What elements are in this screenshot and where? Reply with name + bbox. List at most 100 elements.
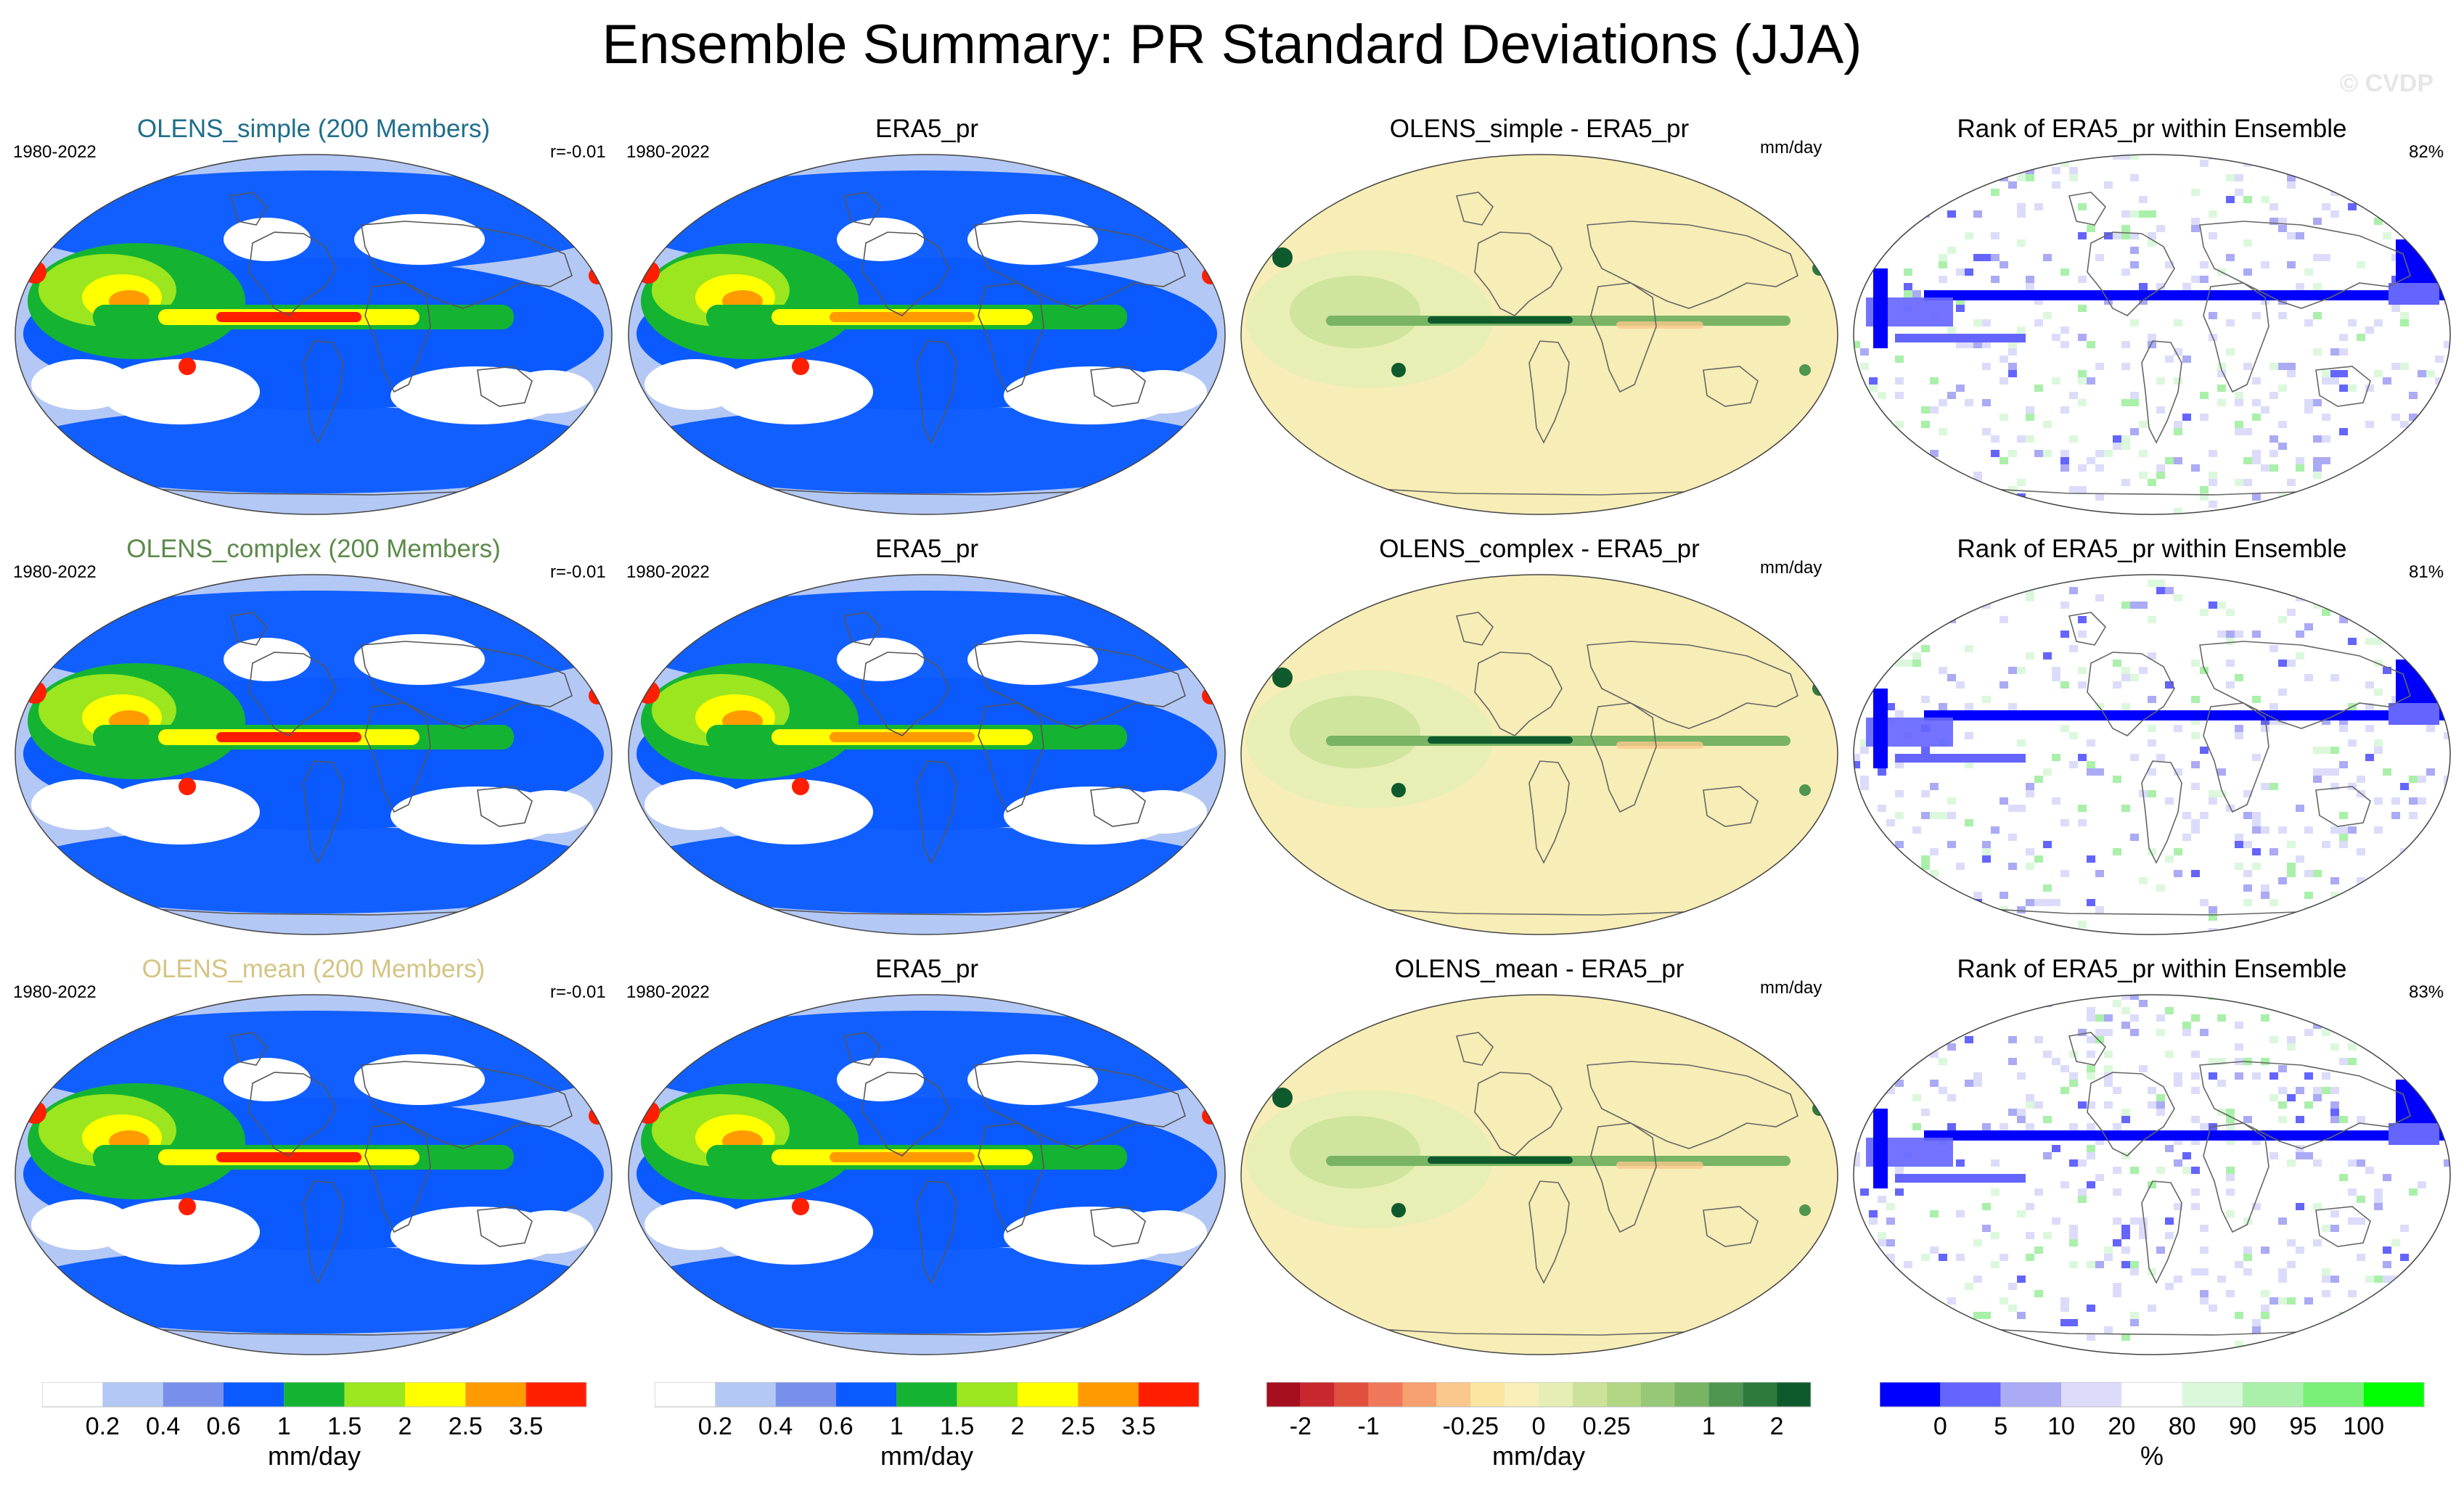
- colorbar-tick-label: 1.5: [940, 1413, 974, 1440]
- dry-zone: [644, 779, 746, 830]
- colorbar-units: mm/day: [268, 1441, 361, 1471]
- map-field: [15, 575, 612, 935]
- colorbar-swatch: [775, 1382, 836, 1407]
- coastline: [1587, 1061, 1798, 1149]
- coastline: [361, 221, 573, 309]
- dry-zone: [31, 1199, 133, 1250]
- colorbar-tick-label: 0.6: [819, 1413, 853, 1440]
- map-field: [629, 155, 1225, 514]
- colorbar-tick-label: 2: [1011, 1413, 1025, 1440]
- coastline: [916, 760, 957, 864]
- map-r1-c1: [15, 154, 613, 515]
- coastline: [1528, 1180, 1570, 1284]
- coastline: [861, 652, 950, 736]
- coastline: [916, 1180, 957, 1284]
- pattern-correlation: r=-0.01: [550, 142, 606, 162]
- colorbar-tick-label: 1: [277, 1413, 291, 1440]
- colorbar-swatch: [2182, 1382, 2243, 1407]
- coastline: [1474, 652, 1563, 736]
- dry-zone: [837, 1058, 924, 1101]
- coastline: [303, 1180, 344, 1284]
- colorbar-tick-label: 2: [398, 1413, 412, 1440]
- colorbar-tick-label: 0.25: [1583, 1413, 1631, 1440]
- obs-period: 1980-2022: [626, 142, 710, 162]
- dry-zone: [354, 214, 485, 265]
- colorbar-tick-label: 1: [1702, 1413, 1716, 1440]
- colorbar-tick-label: 100: [2343, 1413, 2384, 1440]
- coastline: [2141, 760, 2182, 864]
- coastline: [1528, 340, 1570, 444]
- colorbar-swatch: [1436, 1382, 1471, 1407]
- colorbar-tick-label: -2: [1290, 1413, 1311, 1440]
- coastline: [1703, 1206, 1759, 1247]
- colorbar-swatch: [2000, 1382, 2061, 1407]
- map-field: [1241, 575, 1838, 935]
- dry-zone: [837, 638, 924, 681]
- map-r3-c3: [1240, 994, 1838, 1355]
- rank-percent: 83%: [2409, 982, 2444, 1002]
- coastline: [978, 1122, 1044, 1233]
- coastline: [229, 192, 269, 226]
- colorbar-swatch: [2243, 1382, 2304, 1407]
- colorbar-tick-label: 0.2: [698, 1413, 732, 1440]
- coastline: [1455, 192, 1494, 226]
- colorbar-swatch: [957, 1382, 1018, 1407]
- model-period: 1980-2022: [13, 142, 97, 162]
- model-panel-title: OLENS_complex (200 Members): [126, 535, 501, 563]
- dry-zone: [354, 1054, 485, 1105]
- diff-colorbar: -2 -1 -0.25 0 0.25 1 2 mm/day: [1266, 1382, 1812, 1471]
- map-r1-c2: [628, 154, 1226, 515]
- dry-zone: [1120, 790, 1207, 834]
- dry-zone: [713, 359, 873, 424]
- coastline: [1474, 1072, 1563, 1157]
- colorbar-swatch: [1743, 1382, 1777, 1407]
- colorbar-swatch: [1334, 1382, 1369, 1407]
- obs-panel-title: ERA5_pr: [875, 535, 979, 563]
- dry-zone: [224, 218, 311, 261]
- coastline: [1590, 282, 1657, 393]
- dry-zone: [100, 1199, 260, 1265]
- map-r3-c1: [15, 994, 613, 1355]
- stddev-colorbar-2: 0.2 0.4 0.6 1 1.5 2 2.5 3.5 mm/day: [655, 1382, 1200, 1471]
- map-boundary: [628, 574, 1226, 935]
- colorbar-swatch: [1572, 1382, 1607, 1407]
- rank-colorbar: 0 5 10 20 80 90 95 100%: [1880, 1382, 2425, 1471]
- coastline: [974, 1061, 1186, 1149]
- coastline: [843, 1032, 882, 1066]
- coastline: [2068, 612, 2107, 646]
- colorbar-swatch: [1402, 1382, 1437, 1407]
- colorbar-tick-label: 2.5: [1061, 1413, 1095, 1440]
- rank-panel-title: Rank of ERA5_pr within Ensemble: [1957, 955, 2347, 983]
- coastline: [2087, 1072, 2175, 1157]
- coastline: [978, 282, 1044, 393]
- coastline: [248, 1072, 337, 1157]
- coastline: [364, 1122, 431, 1233]
- coastline: [843, 192, 882, 226]
- colorbar-tick-label: 0.4: [146, 1413, 180, 1440]
- dry-zone: [1120, 1210, 1207, 1254]
- coastline: [1587, 221, 1798, 309]
- colorbar-swatch: [465, 1382, 526, 1407]
- dry-zone: [644, 359, 746, 410]
- coastline: [1590, 702, 1657, 813]
- map-boundary: [15, 154, 613, 515]
- colorbar-swatch: [715, 1382, 776, 1407]
- colorbar-tick-label: 10: [2047, 1413, 2075, 1440]
- colorbar-swatch: [1078, 1382, 1139, 1407]
- map-boundary: [1853, 994, 2451, 1355]
- coastline: [2315, 786, 2371, 827]
- colorbar-swatch: [163, 1382, 224, 1407]
- coastline: [2087, 231, 2175, 316]
- map-boundary: [15, 574, 613, 935]
- colorbar-swatch: [1138, 1382, 1199, 1407]
- map-r2-c1: [15, 574, 613, 935]
- diff-panel-title: OLENS_complex - ERA5_pr: [1379, 535, 1700, 563]
- map-r3-c4: [1853, 994, 2451, 1355]
- map-r2-c3: [1240, 574, 1838, 935]
- colorbar-tick-label: 5: [1994, 1413, 2007, 1440]
- coastline: [2199, 221, 2411, 309]
- map-field: [629, 995, 1225, 1355]
- coastline: [1590, 1122, 1657, 1233]
- colorbar-swatch: [1505, 1382, 1539, 1407]
- coastline: [1703, 786, 1759, 827]
